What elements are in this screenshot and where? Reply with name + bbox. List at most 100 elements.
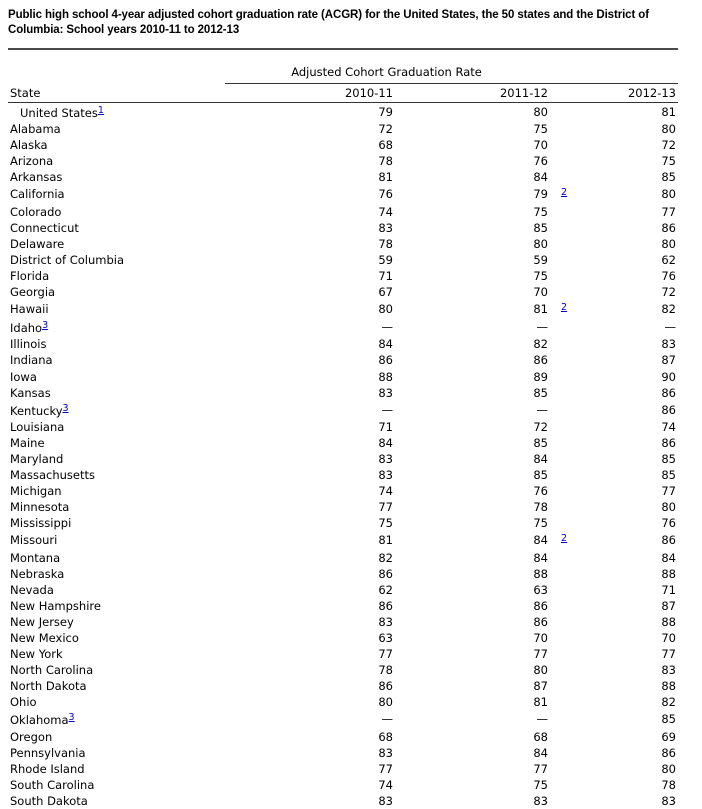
rate-value: 71 <box>574 582 676 598</box>
spanner-header-row: Adjusted Cohort Graduation Rate <box>8 57 678 84</box>
footnote-cell <box>548 451 574 467</box>
rate-value: 86 <box>574 385 676 401</box>
footnote-cell <box>676 121 678 137</box>
footnote-cell <box>393 646 419 662</box>
rate-value: 75 <box>225 515 393 531</box>
footnote-cell <box>676 499 678 515</box>
footnote-cell <box>548 614 574 630</box>
state-name: Oregon <box>8 729 225 745</box>
rate-value: 80 <box>574 185 676 203</box>
footnote-cell <box>676 385 678 401</box>
rate-value: 90 <box>574 369 676 385</box>
footnote-link[interactable]: 2 <box>561 533 567 544</box>
footnote-link[interactable]: 2 <box>561 187 567 198</box>
footnote-cell <box>676 137 678 153</box>
rate-value: 83 <box>225 451 393 467</box>
rate-value: 86 <box>225 352 393 368</box>
table-row: Oklahoma3——85 <box>8 710 678 728</box>
rate-value: 86 <box>574 220 676 236</box>
footnote-cell <box>393 318 419 336</box>
rate-value: 75 <box>419 204 548 220</box>
state-name: Arizona <box>8 153 225 169</box>
rate-value: 76 <box>225 185 393 203</box>
footnote-cell <box>548 630 574 646</box>
rate-value: 86 <box>574 531 676 549</box>
footnote-cell <box>676 694 678 710</box>
rate-value: 84 <box>225 336 393 352</box>
footnote-cell <box>393 710 419 728</box>
footnote-cell <box>676 582 678 598</box>
rate-value: 85 <box>419 385 548 401</box>
state-name: Hawaii <box>8 300 225 318</box>
rate-value: 84 <box>574 550 676 566</box>
rate-value: 68 <box>225 137 393 153</box>
rate-value: 63 <box>225 630 393 646</box>
rate-value: 83 <box>225 467 393 483</box>
rate-value: 74 <box>574 419 676 435</box>
footnote-cell <box>393 662 419 678</box>
state-name: Nevada <box>8 582 225 598</box>
rate-value: 83 <box>225 793 393 809</box>
footnote-spacer <box>393 84 419 103</box>
page-title: Public high school 4-year adjusted cohor… <box>8 8 678 38</box>
footnote-cell <box>548 566 574 582</box>
rate-value: 86 <box>419 614 548 630</box>
footnote-cell <box>548 220 574 236</box>
rate-value: 62 <box>225 582 393 598</box>
footnote-cell <box>548 385 574 401</box>
rate-value: 77 <box>574 483 676 499</box>
footnote-link[interactable]: 3 <box>42 320 48 331</box>
footnote-link[interactable]: 2 <box>561 302 567 313</box>
rate-value: 77 <box>225 761 393 777</box>
rate-value: 70 <box>419 137 548 153</box>
rate-value: 80 <box>574 761 676 777</box>
footnote-cell <box>393 419 419 435</box>
footnote-link[interactable]: 3 <box>69 712 75 723</box>
rate-value: — <box>419 710 548 728</box>
footnote-cell <box>548 710 574 728</box>
footnote-link[interactable]: 3 <box>63 403 69 414</box>
footnote-cell <box>393 220 419 236</box>
state-name: Michigan <box>8 483 225 499</box>
rate-value: 87 <box>419 678 548 694</box>
rate-value: 78 <box>419 499 548 515</box>
rate-value: 86 <box>225 598 393 614</box>
page: Public high school 4-year adjusted cohor… <box>0 0 678 809</box>
rate-value: 75 <box>574 153 676 169</box>
state-name: Minnesota <box>8 499 225 515</box>
footnote-cell <box>676 300 678 318</box>
rate-value: 82 <box>574 694 676 710</box>
footnote-cell <box>676 369 678 385</box>
footnote-cell <box>676 745 678 761</box>
rate-value: 77 <box>574 646 676 662</box>
state-name: Florida <box>8 268 225 284</box>
state-name: Georgia <box>8 284 225 300</box>
footnote-cell <box>393 185 419 203</box>
footnote-spacer <box>676 84 678 103</box>
state-name: United States1 <box>8 103 225 122</box>
footnote-link[interactable]: 1 <box>98 105 104 116</box>
rate-value: 88 <box>419 566 548 582</box>
footnote-cell: 2 <box>548 185 574 203</box>
footnote-cell <box>393 614 419 630</box>
rate-value: 80 <box>225 300 393 318</box>
footnote-cell <box>548 777 574 793</box>
title-divider <box>8 48 678 50</box>
state-name: Louisiana <box>8 419 225 435</box>
state-name: Colorado <box>8 204 225 220</box>
footnote-cell <box>393 761 419 777</box>
footnote-cell <box>393 729 419 745</box>
rate-value: 82 <box>419 336 548 352</box>
spanner-header: Adjusted Cohort Graduation Rate <box>225 57 678 84</box>
rate-value: 85 <box>419 435 548 451</box>
state-name: New York <box>8 646 225 662</box>
